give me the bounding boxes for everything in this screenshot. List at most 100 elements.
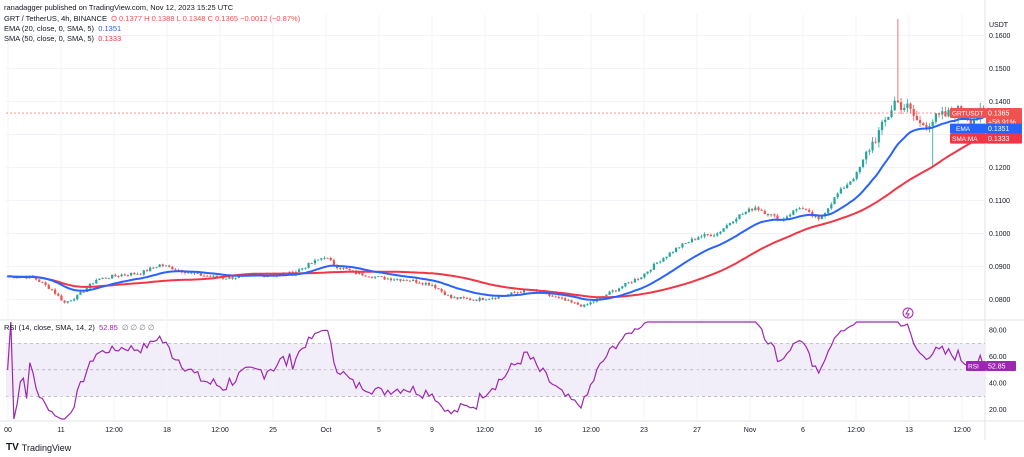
price-tick-label: 0.0900 (989, 264, 1011, 271)
candle-body (801, 208, 804, 210)
candle-body (681, 243, 684, 248)
candle-body (890, 110, 893, 117)
candle-body (589, 302, 592, 305)
candle-body (111, 274, 114, 279)
candle-body (196, 273, 199, 274)
rsi-tick-label: 80.00 (989, 327, 1007, 334)
candle-body (358, 272, 361, 275)
ema-legend-value: 0.1351 (98, 24, 122, 33)
rsi-value-tag (986, 361, 1016, 372)
candle-body (510, 292, 513, 295)
candle-body (434, 284, 437, 289)
candle-body (513, 292, 516, 294)
candle-body (323, 257, 326, 259)
price-tick-label: 0.1600 (989, 33, 1011, 40)
candle-body (899, 102, 903, 110)
candle-body (47, 284, 50, 289)
candle-body (76, 294, 79, 300)
candle-body (573, 302, 576, 304)
candle-body (690, 238, 694, 243)
sma-line (7, 133, 984, 299)
candle-body (583, 304, 586, 307)
ema-line (7, 116, 984, 302)
candle-body (332, 260, 336, 265)
candle-body (738, 214, 741, 219)
time-tick-label: 12:00 (847, 427, 865, 434)
time-tick-label: 16 (534, 427, 542, 434)
candle-body (608, 291, 611, 295)
candle-body (877, 130, 880, 143)
candle-body (621, 286, 624, 289)
candle-body (700, 236, 703, 238)
candle-body (421, 283, 424, 285)
candle-body (412, 279, 415, 282)
rsi-legend[interactable]: RSI (14, close, SMA, 14, 2) 52.85 ∅ ∅ ∅ … (4, 323, 154, 333)
candle-body (947, 109, 950, 117)
candle-body (887, 116, 890, 120)
candle-body (69, 300, 73, 302)
candle-body (785, 216, 789, 219)
sma-legend[interactable]: SMA (50, close, 0, SMA, 5) 0.1333 (4, 34, 121, 44)
candle-body (348, 269, 351, 271)
candle-body (865, 151, 868, 160)
lightning-icon (902, 307, 914, 319)
rsi-name-label: RSI (968, 364, 979, 371)
candle-body (649, 269, 652, 272)
time-tick-label: Oct (321, 427, 332, 434)
candle-body (82, 291, 85, 293)
price-tick-label: 0.1200 (989, 165, 1011, 172)
time-tick-label: 13 (905, 427, 913, 434)
candle-body (716, 233, 719, 236)
candle-body (126, 275, 130, 276)
candle-body (814, 216, 817, 218)
candle-body (215, 275, 218, 278)
candle-body (570, 300, 573, 303)
candle-body (79, 291, 82, 295)
candle-body (63, 300, 66, 303)
time-tick-label: 27 (693, 427, 701, 434)
candle-body (44, 282, 47, 285)
candle-body (171, 266, 174, 270)
candle-body (95, 279, 98, 284)
candle-body (684, 243, 687, 244)
candle-body (706, 234, 709, 235)
candle-body (674, 247, 678, 253)
candle-body (709, 234, 713, 237)
candle-body (846, 184, 849, 189)
candle-body (145, 270, 149, 272)
last-price-symbol: GRTUSDT (952, 111, 983, 118)
time-tick-label: 5 (377, 427, 381, 434)
candle-body (443, 291, 446, 296)
candle-body (484, 299, 488, 301)
candle-body (766, 214, 770, 216)
candle-body (586, 304, 589, 306)
candle-body (792, 210, 795, 215)
symbol-legend: GRT / TetherUS, 4h, BINANCE O 0.1377 H 0… (4, 14, 300, 24)
ema-price-label: 0.1351 (988, 126, 1010, 133)
candle-body (912, 108, 915, 116)
candle-body (760, 209, 763, 211)
candle-body (491, 298, 494, 299)
time-tick-label: 12:00 (953, 427, 971, 434)
candle-body (836, 193, 839, 198)
ema-legend[interactable]: EMA (20, close, 0, SMA, 5) 0.1351 (4, 24, 121, 34)
candle-body (199, 273, 202, 276)
ema-price-tag (986, 123, 1022, 134)
candle-body (104, 277, 107, 279)
lightning-bolt-icon (905, 308, 910, 318)
candle-body (732, 221, 735, 224)
sma-price-label: 0.1333 (988, 136, 1010, 143)
candle-body (747, 208, 751, 212)
candle-body (440, 289, 443, 292)
rsi-line (7, 321, 984, 420)
candle-body (6, 276, 9, 278)
tradingview-brand[interactable]: TV TradingView (6, 442, 71, 453)
sma-price-tag (986, 133, 1022, 144)
candle-body (627, 282, 630, 284)
candle-body (903, 107, 906, 110)
candle-body (237, 276, 240, 279)
candle-body (92, 283, 95, 285)
candle-body (133, 272, 136, 275)
candle-body (415, 279, 418, 283)
